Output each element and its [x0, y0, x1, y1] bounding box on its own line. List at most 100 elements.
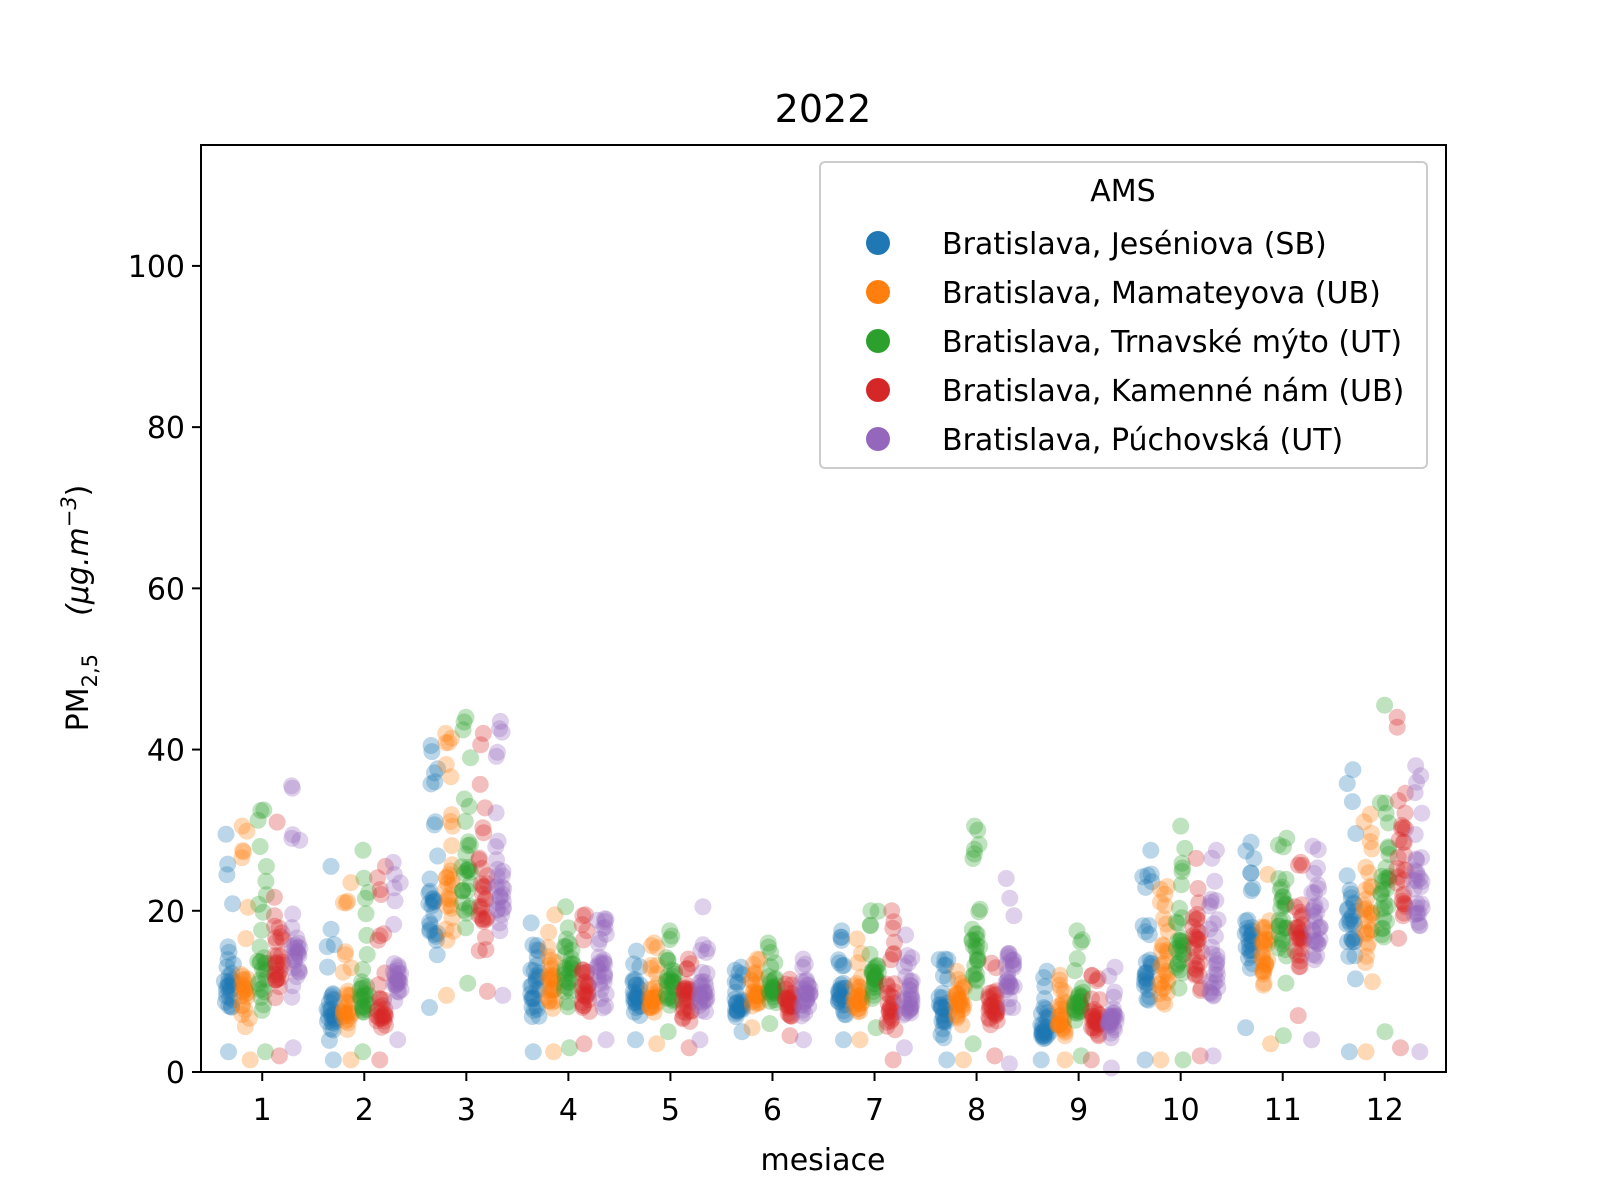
data-point [986, 1047, 1004, 1065]
x-tick-label: 3 [457, 1093, 476, 1128]
data-point [834, 988, 852, 1006]
data-point [1138, 975, 1156, 993]
data-point [1091, 1015, 1109, 1032]
data-point [283, 988, 301, 1006]
data-point [1038, 1019, 1056, 1037]
data-point [847, 993, 865, 1011]
data-point [589, 968, 607, 986]
data-point [1083, 1007, 1101, 1025]
data-point [836, 991, 854, 1009]
data-point [1186, 959, 1204, 977]
data-point [1346, 916, 1364, 934]
data-point [981, 1010, 999, 1028]
data-point [781, 989, 799, 1007]
data-point [1413, 872, 1431, 890]
data-point [645, 997, 663, 1015]
data-point [1311, 919, 1329, 937]
data-point [488, 743, 506, 761]
data-point [762, 958, 780, 976]
data-point [1242, 864, 1260, 882]
data-point [487, 838, 505, 856]
data-point [428, 946, 446, 964]
data-point [437, 920, 455, 938]
data-point [236, 1001, 254, 1019]
data-point [968, 925, 986, 943]
data-point [371, 990, 389, 1008]
data-point [796, 1004, 814, 1022]
data-point [1203, 945, 1221, 963]
data-point [730, 964, 748, 982]
data-point [745, 982, 763, 1000]
data-point [777, 980, 795, 998]
data-point [1410, 913, 1427, 931]
data-point [595, 951, 613, 969]
data-point [674, 982, 692, 999]
data-point [1190, 967, 1208, 984]
data-point [949, 994, 967, 1012]
data-point [732, 998, 750, 1016]
data-point [1394, 907, 1412, 925]
data-point [676, 982, 694, 1000]
data-point [779, 991, 797, 1009]
data-point [373, 1018, 390, 1036]
data-point [864, 963, 882, 981]
data-point [386, 992, 404, 1010]
data-point [1207, 956, 1225, 973]
data-point [1174, 1051, 1192, 1069]
data-point [1189, 922, 1207, 940]
data-point [659, 1023, 677, 1041]
data-point [544, 967, 562, 985]
data-point [648, 965, 666, 983]
data-point [970, 835, 988, 853]
data-point [953, 1016, 971, 1034]
data-point [1089, 1016, 1107, 1033]
data-point [1005, 978, 1023, 995]
data-point [1358, 890, 1375, 908]
data-point [370, 1009, 388, 1027]
data-point [578, 963, 595, 981]
data-point [1174, 940, 1192, 957]
data-point [835, 979, 853, 997]
data-point [985, 986, 1003, 1004]
data-point [665, 992, 682, 1010]
data-point [965, 965, 983, 983]
legend-box [819, 161, 1428, 469]
data-point [335, 999, 353, 1017]
legend-marker [866, 280, 890, 304]
data-point [1270, 917, 1288, 935]
data-point [527, 972, 545, 990]
data-point [848, 990, 866, 1007]
data-point [681, 1012, 699, 1030]
data-point [1408, 851, 1426, 869]
data-point [1253, 950, 1271, 968]
data-point [1406, 862, 1424, 879]
data-point [852, 989, 870, 1007]
data-point [664, 973, 682, 991]
data-point [324, 1021, 342, 1039]
data-point [438, 869, 455, 887]
data-point [1156, 885, 1174, 903]
data-point [1101, 1008, 1119, 1026]
data-point [530, 1007, 548, 1025]
data-point [1238, 919, 1256, 937]
data-point [376, 857, 394, 875]
data-point [219, 855, 237, 873]
data-point [274, 931, 292, 949]
data-point [1378, 912, 1395, 930]
data-point [223, 998, 240, 1015]
data-point [625, 994, 643, 1012]
data-point [648, 956, 666, 974]
data-point [1087, 1010, 1105, 1028]
data-point [473, 897, 491, 915]
data-point [338, 1020, 356, 1038]
data-point [751, 951, 769, 969]
data-point [351, 980, 369, 998]
data-point [1362, 877, 1379, 895]
data-point [522, 977, 540, 995]
data-point [272, 928, 290, 946]
data-point [985, 994, 1003, 1012]
data-point [478, 867, 496, 885]
data-point [1083, 1019, 1100, 1037]
data-point [777, 990, 795, 1008]
data-point [1256, 958, 1274, 976]
